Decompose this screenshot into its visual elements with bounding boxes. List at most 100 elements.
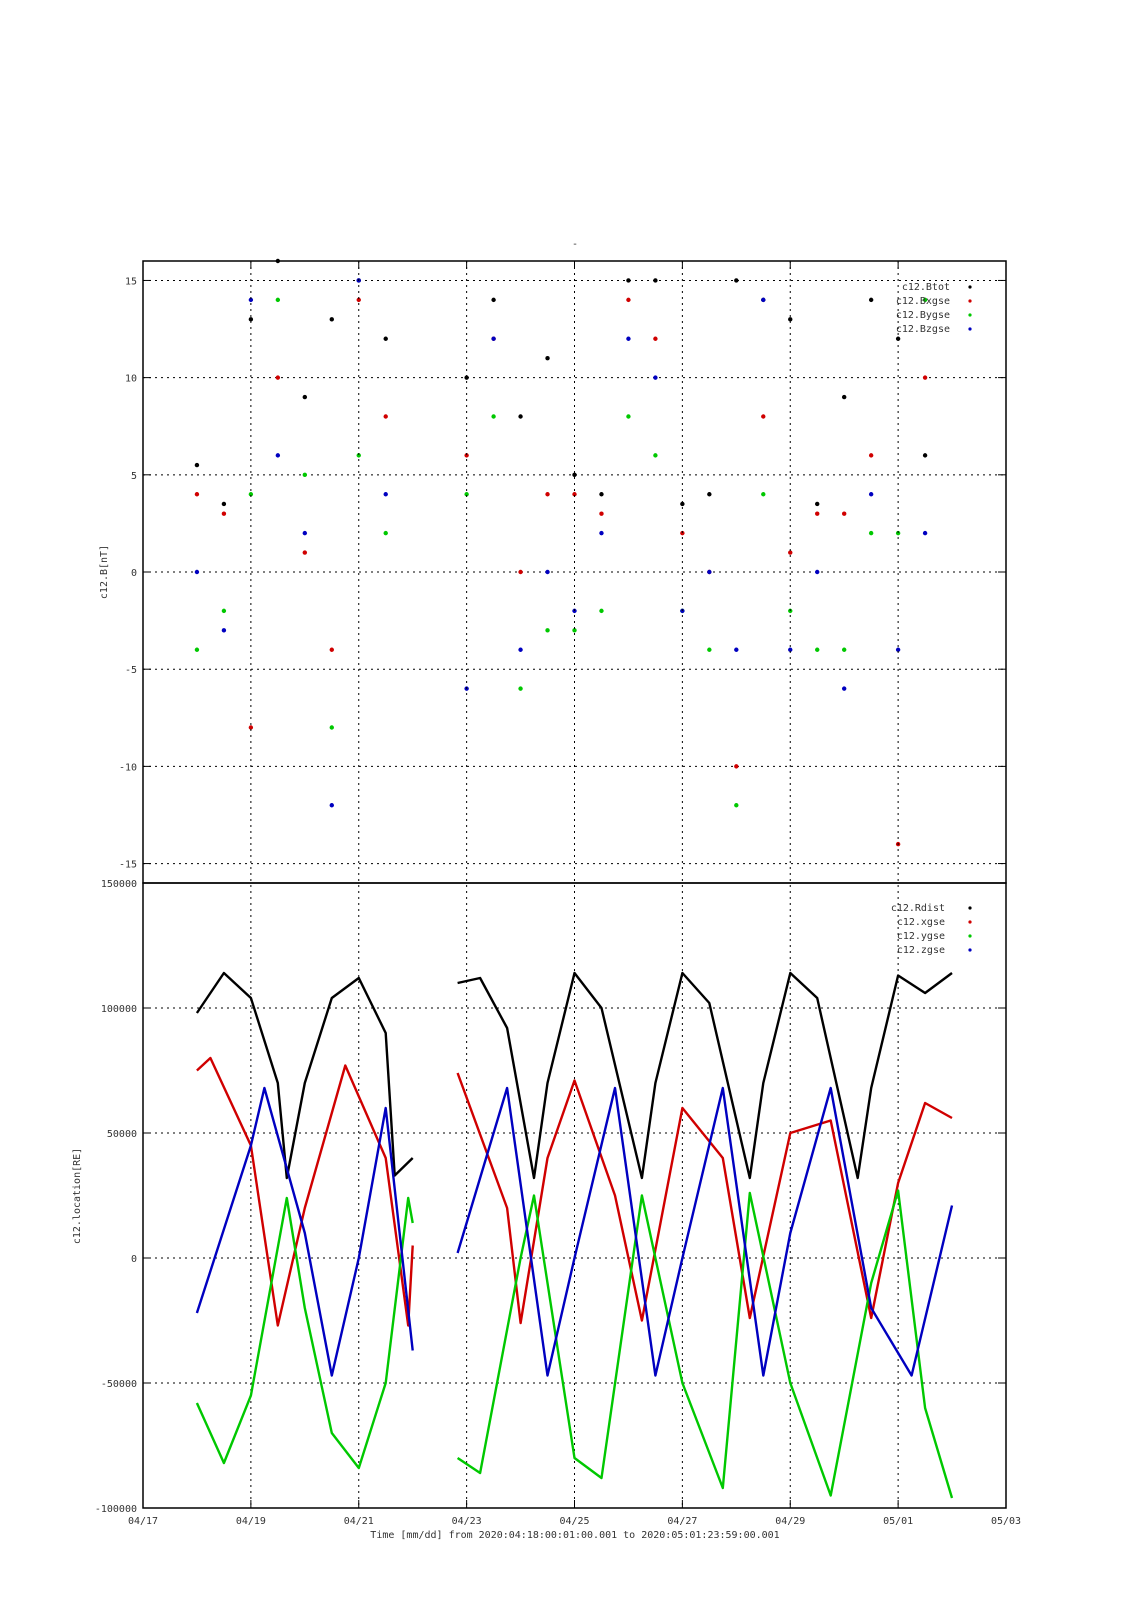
data-point: [194, 569, 200, 575]
data-point: [653, 375, 658, 380]
data-point: [599, 608, 604, 614]
data-point: [815, 647, 820, 652]
data-point: [518, 569, 523, 575]
data-point: [788, 317, 793, 322]
data-point: [356, 453, 361, 458]
data-point: [653, 453, 658, 458]
top-legend-label: c12.Bxgse: [896, 296, 950, 307]
bottom-legend-marker: [968, 906, 972, 910]
data-point: [383, 530, 388, 536]
bottom-series-0-line: [195, 971, 414, 1180]
data-point: [599, 530, 604, 536]
top-series-3: [194, 278, 928, 808]
data-point: [761, 297, 766, 303]
bottom-x-tick-label: 04/25: [559, 1516, 589, 1527]
data-point: [545, 355, 550, 361]
top-legend-marker: [968, 299, 972, 303]
bottom-y-tick-label: 150000: [101, 879, 137, 890]
data-point: [329, 803, 334, 808]
data-point: [761, 492, 766, 497]
data-point: [221, 608, 227, 614]
bottom-x-tick-label: 05/01: [883, 1516, 913, 1527]
bottom-x-axis-label: Time [mm/dd] from 2020:04:18:00:01:00.00…: [370, 1530, 779, 1541]
bottom-y-tick-label: -50000: [101, 1379, 137, 1390]
data-point: [275, 375, 281, 380]
data-point: [248, 492, 254, 497]
data-point: [545, 628, 550, 633]
data-point: [626, 297, 631, 303]
data-point: [275, 297, 281, 303]
data-point: [545, 492, 550, 497]
top-y-tick-label: -10: [119, 762, 137, 773]
top-chart-title: -: [572, 239, 578, 250]
bottom-y-tick-label: -100000: [95, 1504, 137, 1515]
bottom-series-0-line: [457, 971, 953, 1180]
magnetic-field-panel: -15 -10 -5 0 5 10 15 c12.Btot c12.Bxgse c12.Bygs…: [99, 258, 1007, 884]
top-y-tick-label: 10: [125, 374, 137, 385]
data-point: [653, 278, 658, 283]
top-y-tick-label: -15: [119, 860, 137, 871]
top-series-2: [194, 297, 928, 808]
data-point: [221, 501, 227, 507]
data-point: [707, 647, 712, 652]
bottom-series-1-line: [196, 1056, 414, 1327]
data-point: [194, 492, 200, 497]
data-point: [545, 569, 550, 575]
top-y-tick-label: 15: [125, 276, 137, 287]
data-point: [868, 530, 874, 536]
top-y-tick-label: -5: [125, 665, 137, 676]
top-legend-marker: [968, 285, 972, 289]
data-point: [383, 492, 388, 497]
data-point: [626, 336, 631, 341]
data-point: [518, 414, 523, 419]
data-point: [302, 394, 308, 400]
bottom-series-3-line: [456, 1086, 954, 1377]
bottom-legend-label: c12.xgse: [897, 917, 945, 928]
data-point: [329, 317, 334, 322]
data-point: [922, 453, 928, 458]
bottom-x-tick-label: 04/29: [775, 1516, 805, 1527]
data-point: [868, 453, 874, 458]
data-point: [248, 297, 254, 303]
data-point: [815, 569, 820, 575]
data-point: [518, 647, 523, 652]
data-point: [302, 550, 308, 555]
top-y-axis-label: c12.B[nT]: [99, 545, 110, 599]
bottom-series-2-line: [195, 1196, 414, 1470]
data-point: [680, 501, 685, 507]
data-point: [734, 647, 739, 652]
data-point: [329, 725, 334, 730]
data-point: [248, 317, 254, 322]
data-point: [194, 647, 200, 652]
data-point: [572, 628, 577, 633]
bottom-series-lines: [195, 971, 954, 1499]
top-y-tick-label: 5: [131, 471, 137, 482]
data-point: [868, 297, 874, 303]
top-legend-marker: [968, 327, 972, 331]
data-point: [356, 297, 361, 303]
bottom-series-1-line: [456, 1072, 953, 1325]
top-legend: c12.Btot c12.Bxgse c12.Bygse c12.Bzgse: [896, 282, 972, 335]
data-point: [895, 336, 901, 341]
data-point: [383, 414, 388, 419]
bottom-grid: [142, 261, 1007, 1509]
bottom-series-2-line: [456, 1189, 954, 1499]
data-point: [922, 297, 928, 303]
bottom-x-tick-label: 04/27: [667, 1516, 697, 1527]
bottom-x-tick-label: 05/03: [991, 1516, 1021, 1527]
data-point: [922, 375, 928, 380]
data-point: [221, 511, 227, 516]
data-point: [464, 375, 469, 380]
bottom-series-3-line: [195, 1086, 414, 1377]
top-legend-label: c12.Bygse: [896, 310, 950, 321]
data-point: [815, 501, 820, 507]
data-point: [922, 530, 928, 536]
bottom-legend-label: c12.Rdist: [891, 903, 945, 914]
data-point: [194, 462, 200, 468]
data-point: [572, 492, 577, 497]
bottom-y-axis-label: c12.location[RE]: [72, 1148, 83, 1244]
data-point: [599, 492, 604, 497]
data-point: [707, 492, 712, 497]
data-point: [653, 336, 658, 341]
